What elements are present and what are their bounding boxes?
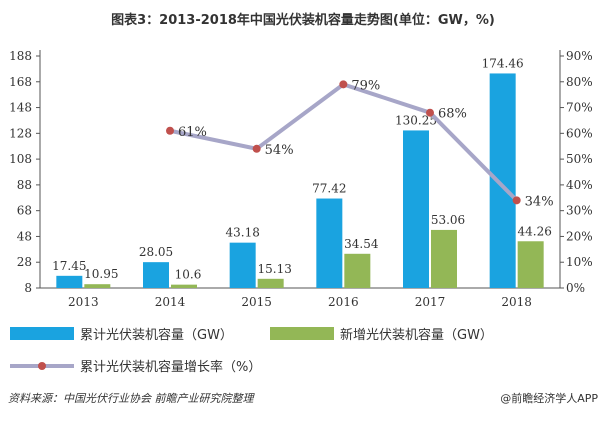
y-tick-label-right: 40% (566, 178, 593, 192)
y-tick-label-right: 50% (566, 152, 593, 166)
y-tick-label-left: 148 (9, 101, 32, 115)
y-tick-label-right: 20% (566, 229, 593, 243)
data-label-cumulative: 43.18 (225, 226, 259, 240)
x-tick-label: 2013 (68, 295, 99, 309)
growth-point (166, 126, 174, 135)
data-label-cumulative: 77.42 (312, 182, 346, 196)
data-label-cumulative: 28.05 (139, 245, 173, 259)
legend-label-growth: 累计光伏装机容量增长率（%） (80, 359, 261, 375)
x-tick-label: 2016 (328, 295, 359, 309)
legend-swatch-growth-point (38, 362, 46, 370)
legend-swatch-new (270, 327, 334, 340)
data-label-new: 15.13 (257, 262, 291, 276)
legend-label-cumulative: 累计光伏装机容量（GW） (80, 327, 233, 343)
data-label-new: 10.6 (175, 268, 202, 282)
growth-point (426, 108, 434, 117)
source-note: 资料来源：中国光伏行业协会 前瞻产业研究院整理 (8, 392, 254, 405)
bar-new (257, 278, 284, 288)
data-label-growth: 79% (351, 78, 380, 93)
y-tick-label-left: 88 (17, 178, 32, 192)
footer: 资料来源：中国光伏行业协会 前瞻产业研究院整理 @前瞻经济学人APP (0, 386, 606, 412)
data-label-growth: 68% (438, 107, 467, 122)
bar-new (171, 284, 197, 288)
y-tick-label-left: 48 (17, 229, 32, 243)
bar-new (431, 229, 457, 288)
y-tick-label-left: 168 (9, 75, 32, 89)
data-label-cumulative: 130.25 (395, 113, 437, 127)
bar-cumulative (56, 275, 83, 288)
bar-cumulative (489, 73, 516, 288)
y-tick-label-left: 128 (9, 126, 32, 140)
bar-cumulative (229, 242, 256, 288)
y-tick-label-right: 0% (566, 281, 585, 295)
brand-label: @前瞻经济学人APP (500, 392, 598, 405)
data-label-growth: 34% (525, 194, 554, 209)
chart-title: 图表3：2013-2018年中国光伏装机容量走势图(单位：GW，%) (111, 12, 495, 28)
growth-point (512, 196, 521, 205)
bar-new (84, 284, 111, 288)
bar-cumulative (316, 198, 343, 288)
x-tick-label: 2014 (155, 295, 186, 309)
legend-swatch-cumulative (10, 327, 74, 340)
bar-cumulative (403, 130, 429, 288)
data-label-new: 10.95 (84, 267, 118, 281)
data-label-cumulative: 174.46 (482, 56, 524, 70)
y-tick-label-right: 10% (566, 255, 593, 269)
legend-label-new: 新增光伏装机容量（GW） (340, 327, 493, 343)
y-tick-label-left: 68 (17, 204, 32, 218)
y-tick-label-left: 28 (17, 255, 32, 269)
x-tick-label: 2017 (415, 295, 446, 309)
growth-point (339, 80, 348, 89)
data-label-new: 44.26 (517, 224, 551, 238)
y-tick-label-left: 8 (24, 281, 32, 295)
bar-new (344, 253, 371, 288)
data-label-growth: 61% (178, 125, 207, 140)
y-tick-label-right: 80% (566, 75, 593, 89)
y-tick-label-left: 108 (9, 152, 32, 166)
y-tick-label-right: 30% (566, 204, 593, 218)
y-tick-label-right: 60% (566, 126, 593, 140)
data-label-cumulative: 17.45 (52, 259, 86, 273)
y-tick-label-right: 70% (566, 101, 593, 115)
y-tick-label-right: 90% (566, 49, 593, 63)
bar-cumulative (143, 262, 169, 288)
chart: 图表3：2013-2018年中国光伏装机容量走势图(单位：GW，%) 8 28 48… (9, 12, 593, 375)
data-label-new: 34.54 (344, 237, 379, 251)
x-tick-label: 2018 (501, 295, 532, 309)
bar-new (517, 241, 544, 288)
data-label-new: 53.06 (431, 213, 465, 227)
y-tick-label-left: 188 (9, 49, 32, 63)
data-label-growth: 54% (265, 143, 294, 158)
x-tick-label: 2015 (241, 295, 272, 309)
growth-point (252, 144, 261, 153)
